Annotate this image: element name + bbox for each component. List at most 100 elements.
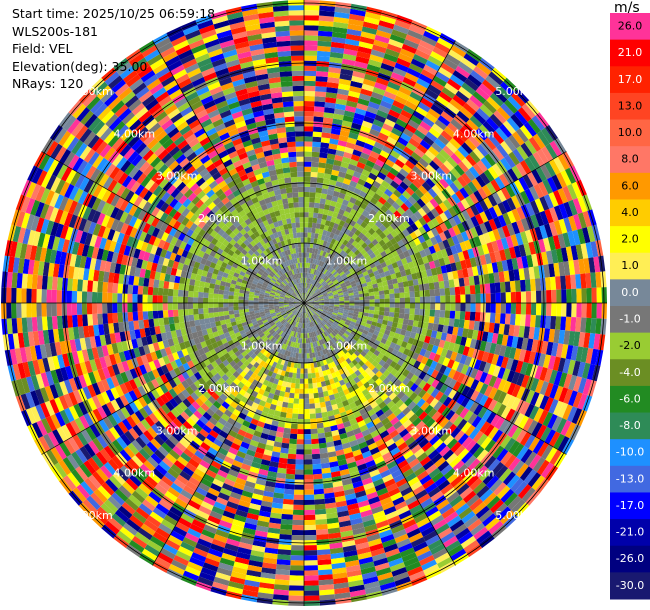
velocity-gate — [157, 163, 169, 175]
velocity-gate — [289, 304, 295, 307]
velocity-gate — [274, 487, 285, 494]
velocity-gate — [150, 351, 158, 361]
velocity-gate — [268, 328, 274, 334]
velocity-gate — [188, 290, 194, 298]
velocity-gate — [245, 252, 252, 259]
velocity-gate — [232, 252, 239, 259]
velocity-gate — [76, 431, 88, 446]
velocity-gate — [333, 577, 349, 585]
velocity-gate — [327, 320, 333, 326]
velocity-gate — [454, 352, 463, 363]
velocity-gate — [331, 429, 340, 437]
velocity-gate — [165, 266, 173, 275]
velocity-gate — [158, 499, 172, 511]
velocity-gate — [225, 370, 233, 378]
velocity-gate — [285, 412, 293, 419]
velocity-gate — [57, 354, 65, 369]
velocity-gate — [205, 218, 214, 227]
velocity-gate — [241, 279, 248, 285]
velocity-gate — [375, 438, 385, 447]
velocity-gate — [315, 377, 321, 383]
velocity-gate — [465, 337, 472, 348]
velocity-gate — [300, 358, 304, 364]
velocity-gate — [310, 362, 315, 369]
velocity-gate — [404, 436, 416, 446]
velocity-gate — [324, 330, 330, 336]
velocity-gate — [101, 110, 115, 124]
velocity-gate — [292, 292, 297, 297]
velocity-gate — [246, 236, 254, 243]
velocity-gate — [384, 329, 391, 336]
velocity-gate — [555, 316, 562, 330]
velocity-gate — [430, 490, 444, 503]
velocity-gate — [180, 575, 198, 586]
velocity-gate — [531, 475, 545, 491]
velocity-gate — [293, 326, 297, 332]
velocity-gate — [97, 281, 104, 293]
velocity-gate — [294, 303, 299, 305]
velocity-gate — [295, 321, 298, 327]
velocity-gate — [364, 353, 371, 361]
velocity-gate — [394, 533, 409, 544]
velocity-gate — [551, 303, 557, 317]
velocity-gate — [74, 229, 84, 243]
velocity-gate — [300, 363, 304, 369]
velocity-gate — [169, 398, 179, 408]
velocity-gate — [191, 123, 203, 134]
velocity-gate — [89, 77, 105, 93]
velocity-gate — [310, 310, 315, 315]
velocity-gate — [173, 316, 180, 324]
velocity-gate — [174, 322, 181, 331]
velocity-gate — [453, 415, 464, 427]
velocity-gate — [454, 430, 465, 442]
velocity-gate — [195, 542, 210, 553]
velocity-gate — [140, 70, 156, 83]
velocity-gate — [147, 193, 157, 204]
velocity-gate — [255, 287, 261, 292]
velocity-gate — [267, 527, 281, 534]
velocity-gate — [209, 283, 216, 289]
velocity-gate — [311, 337, 315, 343]
velocity-gate — [235, 416, 245, 425]
velocity-gate — [110, 399, 121, 412]
velocity-gate — [347, 397, 355, 405]
velocity-gate — [216, 396, 225, 405]
velocity-gate — [520, 314, 526, 327]
velocity-gate — [276, 426, 285, 433]
velocity-gate — [259, 291, 265, 295]
velocity-gate — [309, 316, 313, 322]
velocity-gate — [150, 453, 163, 465]
velocity-gate — [327, 310, 333, 314]
velocity-gate — [324, 348, 330, 354]
velocity-gate — [107, 282, 114, 293]
velocity-gate — [388, 487, 401, 497]
velocity-gate — [284, 250, 289, 256]
velocity-gate — [154, 483, 168, 495]
velocity-gate — [67, 118, 81, 134]
velocity-gate — [518, 325, 525, 338]
velocity-gate — [394, 501, 408, 511]
velocity-gate — [323, 375, 329, 381]
velocity-gate — [329, 367, 335, 374]
velocity-gate — [191, 519, 206, 530]
velocity-gate — [199, 62, 214, 73]
velocity-gate — [340, 395, 348, 402]
velocity-gate — [197, 303, 204, 309]
velocity-gate — [500, 510, 515, 525]
velocity-gate — [154, 145, 166, 157]
velocity-gate — [432, 323, 439, 332]
velocity-gate — [328, 306, 334, 310]
velocity-gate — [87, 384, 97, 398]
velocity-gate — [263, 321, 269, 326]
velocity-gate — [314, 336, 319, 342]
velocity-gate — [243, 296, 249, 301]
velocity-gate — [385, 358, 393, 366]
velocity-gate — [326, 346, 332, 353]
velocity-gate — [457, 372, 466, 384]
velocity-gate — [200, 324, 207, 331]
velocity-gate — [279, 297, 285, 300]
velocity-gate — [368, 538, 382, 547]
velocity-gate — [290, 341, 294, 347]
velocity-gate — [175, 153, 187, 165]
velocity-gate — [105, 478, 119, 493]
